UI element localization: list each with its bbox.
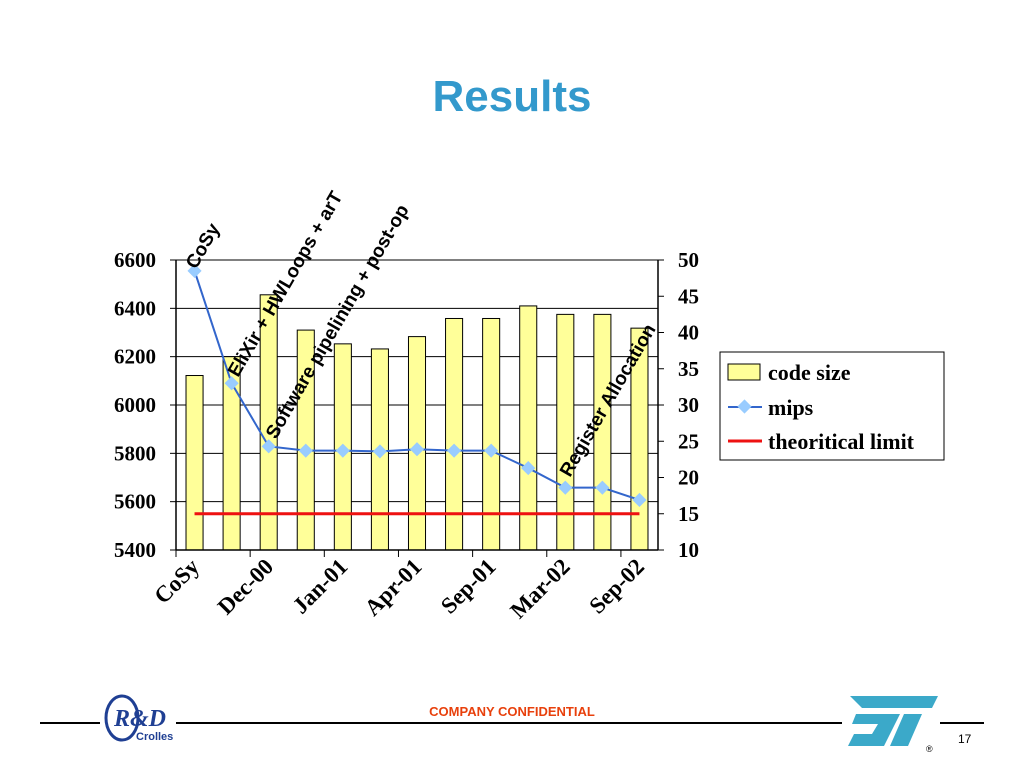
footer-rule-left	[40, 722, 100, 724]
confidentiality-notice: COMPANY CONFIDENTIAL	[429, 704, 595, 719]
rd-logo-text: R&D	[113, 706, 166, 732]
left-tick-label: 6000	[114, 393, 156, 417]
right-tick-label: 10	[678, 538, 699, 562]
left-tick-label: 5600	[114, 490, 156, 514]
slide-title: Results	[432, 72, 592, 121]
right-tick-label: 15	[678, 502, 699, 526]
annotation-label: CoSy	[182, 220, 225, 273]
left-tick-label: 5400	[114, 538, 156, 562]
mips-point	[372, 444, 387, 459]
bar-code-size	[482, 317, 501, 551]
bar-code-size	[185, 375, 204, 551]
results-chart: 6600 6400 6200 6000 5800 5600 5400 50 45 40 35 30 25…	[114, 188, 945, 623]
left-tick-label: 6200	[114, 345, 156, 369]
mips-point	[558, 480, 573, 495]
mips-point	[409, 442, 425, 457]
right-tick-label: 20	[678, 466, 699, 490]
legend-swatch-mips-marker	[737, 399, 752, 414]
right-tick-label: 30	[678, 393, 699, 417]
x-tick-label: Jan-01	[288, 554, 353, 619]
legend-label-theoretical-limit: theoritical limit	[768, 429, 915, 454]
right-tick-label: 45	[678, 284, 699, 308]
rd-logo-subtitle: Crolles	[136, 731, 174, 743]
st-logo: ST	[848, 696, 938, 746]
rd-crolles-logo: R&D	[104, 694, 166, 742]
legend: code size mips theoritical limit	[719, 351, 945, 461]
legend-swatch-code-size	[727, 363, 761, 381]
mips-point	[224, 376, 239, 391]
code-size-bars	[185, 294, 649, 551]
mips-series	[187, 263, 647, 508]
legend-label-mips: mips	[768, 395, 814, 420]
footer-rule-right	[940, 722, 984, 724]
mips-point	[484, 443, 499, 458]
right-tick-label: 50	[678, 248, 699, 272]
axes	[170, 259, 664, 557]
right-tick-label: 25	[678, 429, 699, 453]
right-tick-label: 35	[678, 357, 699, 381]
mips-point	[261, 439, 276, 454]
mips-point	[632, 492, 647, 508]
left-tick-label: 6600	[114, 248, 156, 272]
right-tick-label: 40	[678, 321, 699, 345]
mips-point	[335, 443, 350, 458]
page-number: 17	[958, 732, 972, 746]
x-tick-label: Apr-01	[360, 554, 427, 621]
mips-point	[521, 461, 536, 476]
x-tick-label: Sep-02	[584, 554, 649, 619]
x-tick-label: Sep-01	[436, 554, 501, 619]
mips-point	[595, 480, 610, 495]
left-tick-label: 5800	[114, 441, 156, 465]
x-tick-label: Mar-02	[505, 554, 574, 623]
legend-label-code-size: code size	[768, 360, 851, 385]
footer-rule-middle	[176, 722, 842, 724]
mips-point	[298, 443, 313, 458]
x-tick-label: CoSy	[149, 554, 204, 609]
registered-mark: ®	[926, 744, 933, 754]
mips-point	[447, 443, 462, 458]
x-tick-label: Dec-00	[213, 554, 279, 620]
bar-code-size	[445, 317, 464, 551]
mips-point	[187, 263, 202, 278]
left-tick-label: 6400	[114, 296, 156, 320]
